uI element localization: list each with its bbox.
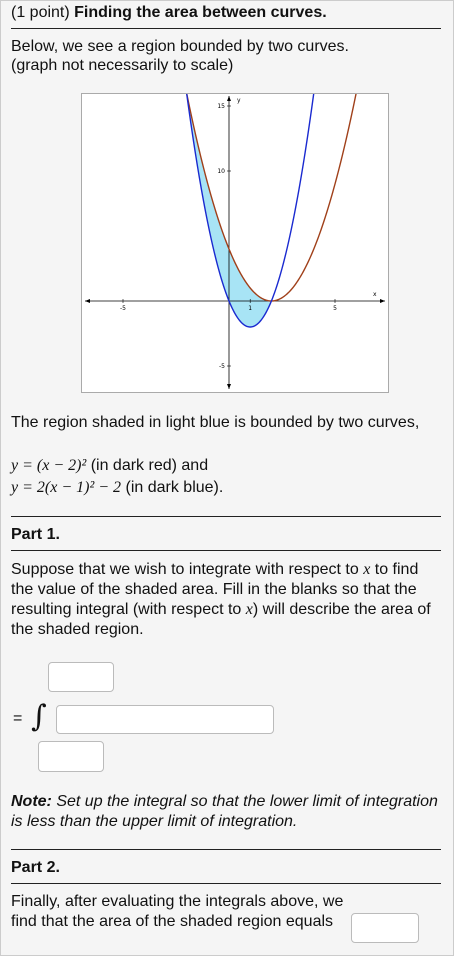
note-text: Set up the integral so that the lower li…: [11, 793, 438, 830]
note: Note: Set up the integral so that the lo…: [11, 792, 441, 832]
curve-note: (in dark red) and: [90, 457, 209, 474]
equation: y = (x − 2)²: [11, 457, 87, 474]
rule: [11, 849, 441, 850]
arrow: [85, 299, 90, 303]
rule: [11, 550, 441, 551]
arrow: [227, 384, 231, 389]
text: Suppose that we wish to integrate with r…: [11, 561, 359, 578]
integrand-input[interactable]: [56, 705, 274, 734]
part-heading: Part 1.: [11, 526, 60, 543]
y-tick-label: -5: [219, 363, 225, 370]
variable: x: [245, 601, 253, 618]
rule: [11, 883, 441, 884]
arrow: [227, 96, 231, 101]
blue-curve: [186, 94, 315, 328]
header: (1 point) Finding the area between curve…: [11, 3, 327, 23]
equation: y = 2(x − 1)² − 2: [11, 479, 122, 496]
curve2: y = 2(x − 1)² − 2 (in dark blue).: [11, 478, 223, 498]
area-input[interactable]: [351, 913, 419, 943]
curve1: y = (x − 2)² (in dark red) and: [11, 456, 208, 476]
rule: [11, 28, 441, 29]
title: Finding the area between curves.: [74, 4, 327, 21]
part1-text: Suppose that we wish to integrate with r…: [11, 560, 431, 640]
description: The region shaded in light blue is bound…: [11, 414, 420, 431]
red-curve: [186, 94, 357, 302]
integral-sign: ∫: [31, 699, 47, 734]
note-label: Note:: [11, 793, 52, 810]
intro-text: Below, we see a region bounded by two cu…: [11, 38, 349, 55]
text: to find the value of the shaded area. Fi…: [11, 561, 419, 618]
text: ) will describe the area of the shaded r…: [11, 601, 431, 638]
x-axis-label: x: [373, 291, 377, 298]
graph-frame: [81, 93, 389, 393]
y-axis-label: y: [237, 97, 241, 104]
x-tick-label: -5: [120, 305, 126, 312]
rule: [11, 516, 441, 517]
lower-limit-input[interactable]: [38, 741, 104, 772]
part2-text: Finally, after evaluating the integrals …: [11, 893, 344, 930]
x-tick-label: 1: [248, 305, 252, 312]
y-tick-label: 15: [217, 103, 225, 110]
equals: =: [13, 710, 23, 727]
x-tick-label: 5: [333, 305, 337, 312]
intro-note: (graph not necessarily to scale): [11, 57, 234, 74]
arrow: [380, 299, 385, 303]
upper-limit-input[interactable]: [48, 662, 114, 692]
points: (1 point): [11, 4, 70, 21]
part-heading: Part 2.: [11, 859, 60, 876]
variable: x: [363, 561, 371, 578]
y-tick-label: 10: [217, 168, 225, 175]
curve-note: (in dark blue).: [125, 479, 224, 496]
